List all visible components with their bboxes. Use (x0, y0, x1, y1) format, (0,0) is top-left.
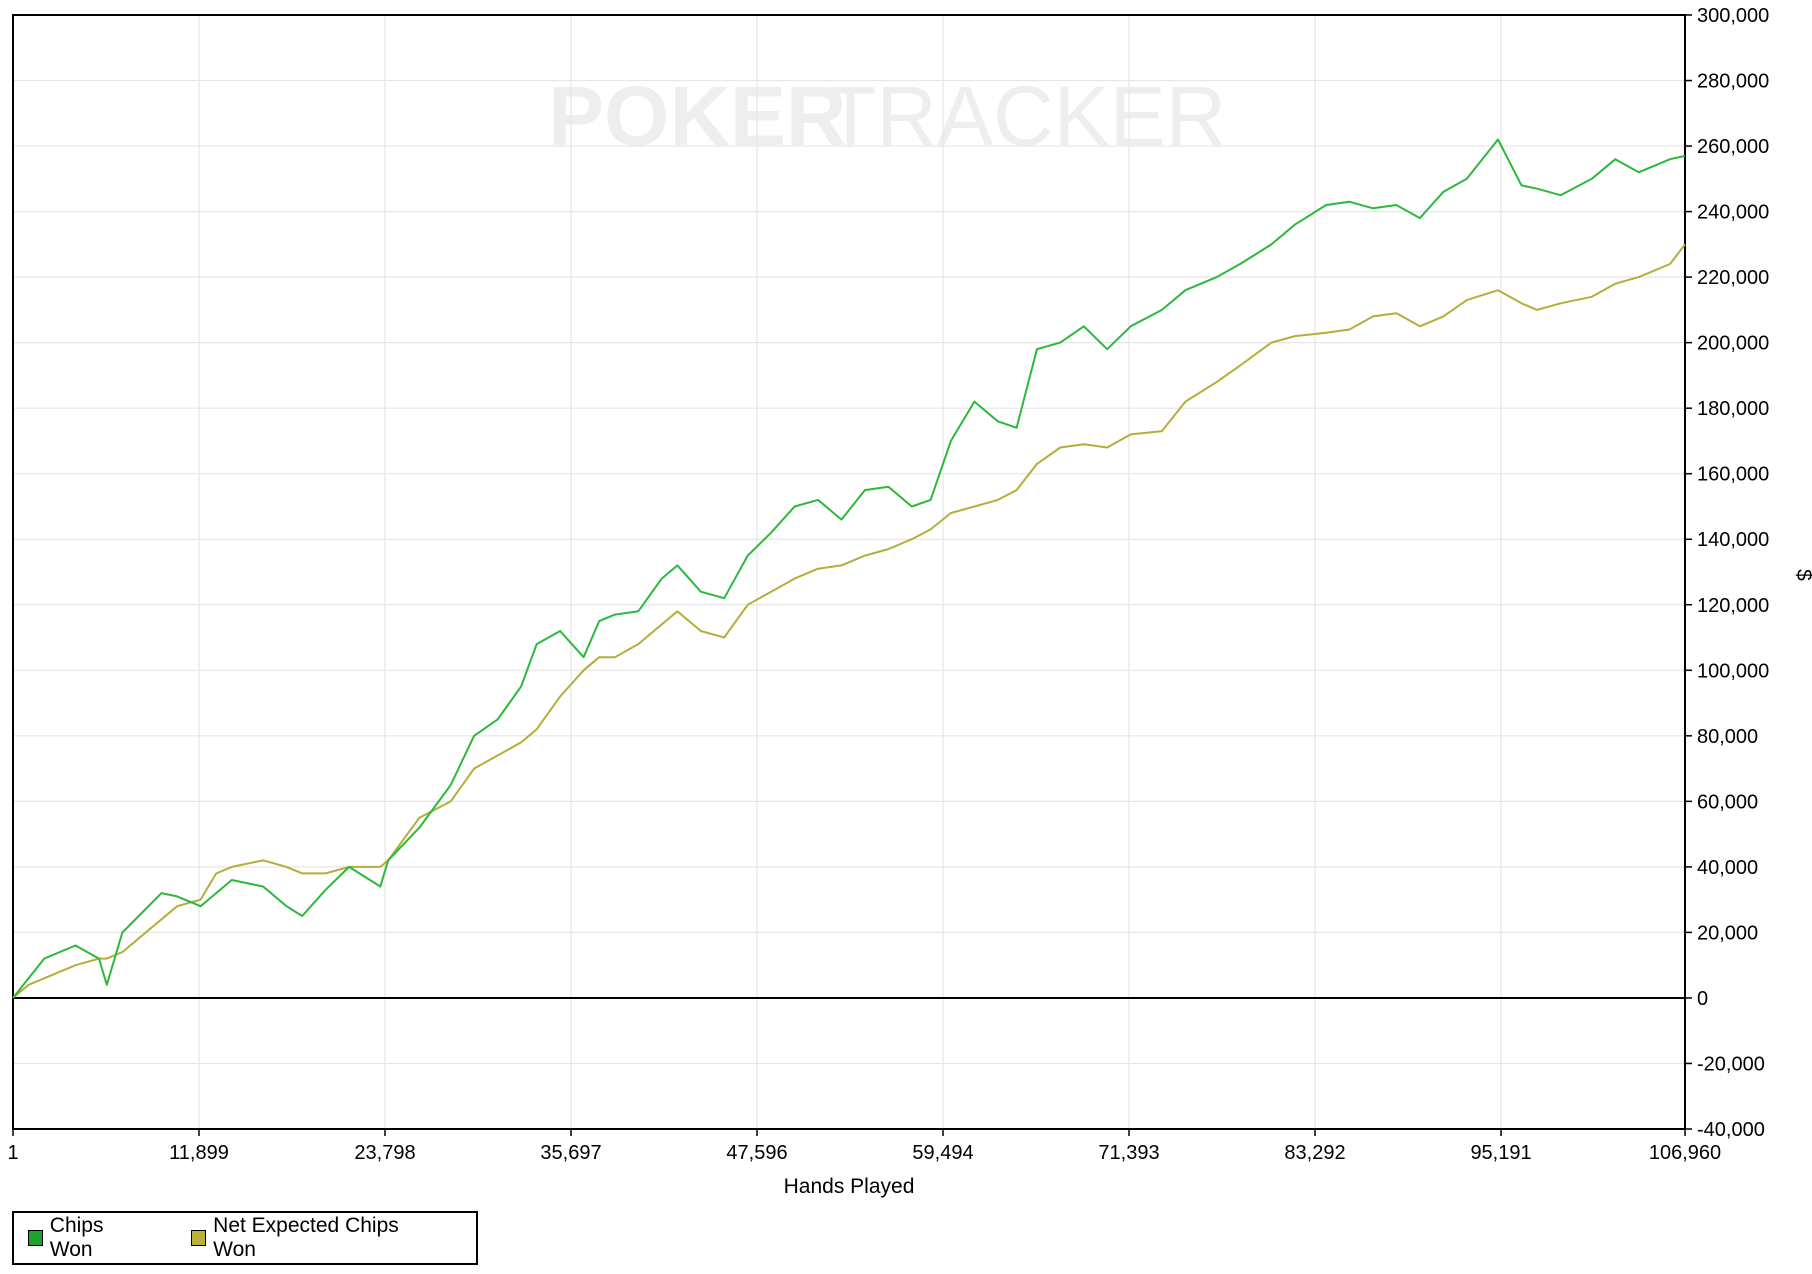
y-tick-label: 260,000 (1697, 136, 1769, 158)
y-tick-label: 100,000 (1697, 660, 1769, 682)
x-axis: 1 11,899 23,798 35,697 47,596 59,494 71,393 83,… (7, 1129, 1721, 1164)
watermark-poker-text: POKER (548, 69, 847, 163)
y-tick-label: 280,000 (1697, 71, 1769, 93)
x-tick-label: 83,292 (1284, 1142, 1345, 1164)
legend-swatch-chips-won (28, 1230, 43, 1246)
x-tick-label: 1 (7, 1142, 18, 1164)
y-tick-label: 60,000 (1697, 791, 1758, 813)
y-tick-label: -20,000 (1697, 1053, 1765, 1075)
y-tick-label: 20,000 (1697, 922, 1758, 944)
series-line-chips-won (12, 138, 1686, 999)
legend-item-net-expected: Net Expected Chips Won (191, 1214, 428, 1262)
y-tick-label: 0 (1697, 988, 1708, 1010)
legend: Chips Won Net Expected Chips Won (12, 1211, 478, 1265)
x-tick-label: 11,899 (169, 1142, 229, 1164)
y-axis: 300,000 280,000 260,000 240,000 220,000 200,0… (1685, 5, 1769, 1141)
watermark: POKER TRACKER (548, 69, 1226, 163)
x-tick-label: 106,960 (1649, 1142, 1721, 1164)
legend-swatch-net-expected (191, 1230, 207, 1246)
y-axis-title: $ (1792, 569, 1812, 581)
legend-label-chips-won: Chips Won (49, 1214, 104, 1261)
y-tick-label: 240,000 (1697, 202, 1769, 224)
y-tick-label: 200,000 (1697, 333, 1769, 355)
y-tick-label: -40,000 (1697, 1119, 1765, 1141)
plot-area-border (12, 14, 1686, 1130)
y-tick-label: 120,000 (1697, 595, 1769, 617)
series-line-net-expected-chips-won (12, 243, 1686, 999)
y-tick-label: 80,000 (1697, 726, 1758, 748)
series-lines (12, 138, 1686, 999)
x-tick-label: 47,596 (726, 1142, 787, 1164)
gridlines (12, 14, 1686, 1130)
x-tick-label: 95,191 (1470, 1142, 1531, 1164)
legend-label-net-expected: Net Expected Chips Won (213, 1214, 399, 1261)
x-axis-title: Hands Played (784, 1175, 915, 1198)
x-tick-label: 23,798 (354, 1142, 415, 1164)
legend-item-chips-won: Chips Won (28, 1214, 143, 1262)
x-tick-label: 35,697 (540, 1142, 601, 1164)
x-tick-label: 71,393 (1098, 1142, 1159, 1164)
y-tick-label: 300,000 (1697, 5, 1769, 27)
y-tick-label: 40,000 (1697, 857, 1758, 879)
y-tick-label: 180,000 (1697, 398, 1769, 420)
y-tick-label: 140,000 (1697, 529, 1769, 551)
y-tick-label: 220,000 (1697, 267, 1769, 289)
x-tick-label: 59,494 (912, 1142, 973, 1164)
watermark-tracker-text: TRACKER (825, 69, 1226, 163)
y-tick-label: 160,000 (1697, 464, 1769, 486)
